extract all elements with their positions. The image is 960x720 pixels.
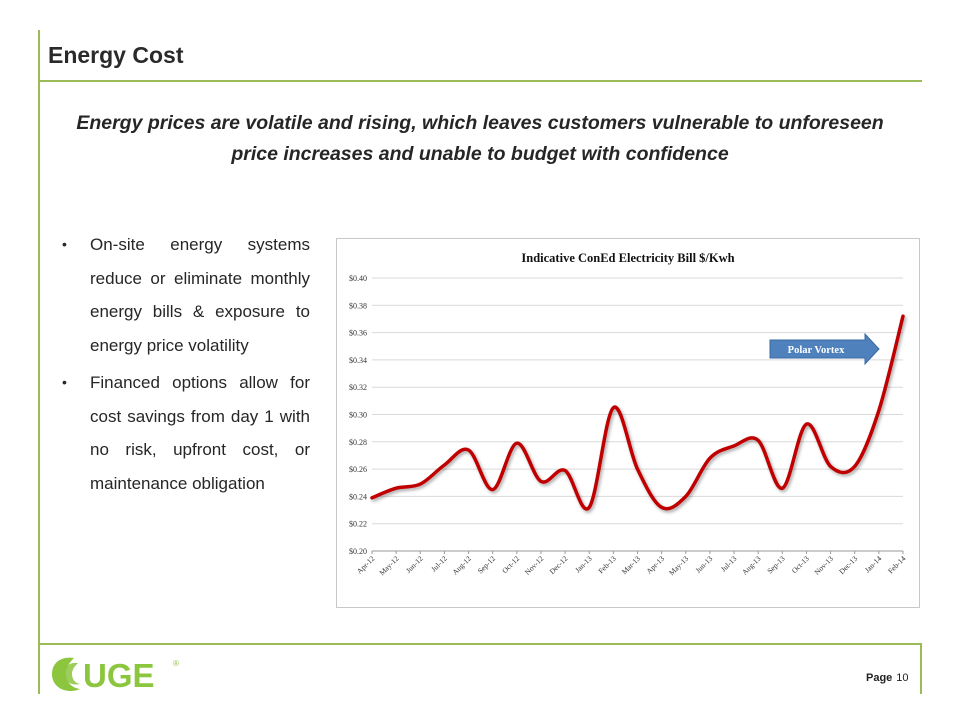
leaf-icon-inner [64,662,80,685]
x-tick-label: Nov-12 [523,554,546,577]
arrow-icon [769,332,880,366]
x-tick-label: May-12 [377,554,400,577]
x-tick-label: Apr-13 [644,554,666,576]
y-tick-label: $0.26 [349,465,367,474]
y-tick-label: $0.24 [349,492,367,501]
footer-right-rule [920,643,922,694]
x-tick-label: Nov-13 [812,554,835,577]
y-tick-label: $0.22 [349,520,367,529]
y-tick-label: $0.20 [349,547,367,556]
x-tick-label: Feb-14 [886,554,908,576]
x-tick-label: Mar-13 [620,554,642,576]
bullet-dot-icon: • [62,374,67,390]
bullet-item: • Financed options allow for cost savings… [58,366,310,500]
x-tick-label: Dec-13 [837,554,859,576]
footer-rule [38,643,922,645]
x-tick-label: Feb-13 [596,554,618,576]
bullet-text: Financed options allow for cost savings … [90,373,310,493]
x-tick-label: Aug-13 [740,554,763,577]
x-tick-label: Jun-13 [694,554,715,575]
x-tick-label: Apr-12 [355,554,377,576]
x-tick-label: May-13 [667,554,690,577]
y-tick-label: $0.28 [349,438,367,447]
bullet-dot-icon: • [62,236,67,252]
left-rule [38,30,40,694]
bullet-text: On-site energy systems reduce or elimina… [90,235,310,355]
y-tick-label: $0.36 [349,329,367,338]
slide-subtitle: Energy prices are volatile and rising, w… [76,112,884,165]
x-tick-label: Oct-13 [790,554,811,575]
y-tick-label: $0.32 [349,383,367,392]
page-title: Energy Cost [48,42,184,68]
price-chart: Indicative ConEd Electricity Bill $/Kwh … [336,238,920,608]
x-tick-label: Jul-12 [429,554,449,574]
page-label: Page [866,672,893,684]
x-tick-label: Sep-12 [476,554,498,576]
y-tick-label: $0.38 [349,301,367,310]
series-line [370,314,905,511]
page-number: Page 10 [866,672,909,684]
chart-title: Indicative ConEd Electricity Bill $/Kwh [521,251,734,265]
x-tick-label: Jun-12 [404,554,425,575]
x-tick-label: Dec-12 [548,554,570,576]
title-rule [38,80,922,82]
logo-text: UGE [83,657,155,694]
x-tick-label: Sep-13 [765,554,787,576]
uge-logo: UGE ® [52,657,179,694]
y-tick-label: $0.40 [349,274,367,283]
x-tick-label: Jan-14 [863,554,884,575]
y-tick-label: $0.34 [349,356,367,365]
y-tick-label: $0.30 [349,411,367,420]
bullet-item: • On-site energy systems reduce or elimin… [58,228,310,362]
x-tick-label: Aug-12 [450,554,473,577]
line-chart: Indicative ConEd Electricity Bill $/Kwh … [349,251,908,577]
registered-mark: ® [173,659,179,668]
page-number-value: 10 [896,672,909,684]
polar-vortex-annotation: Polar Vortex [769,332,880,366]
bullet-list: • On-site energy systems reduce or elimin… [58,228,310,504]
annotation-label: Polar Vortex [788,345,845,356]
x-tick-label: Jan-13 [573,554,594,575]
x-tick-label: Jul-13 [719,554,739,574]
x-tick-label: Oct-12 [500,554,521,575]
